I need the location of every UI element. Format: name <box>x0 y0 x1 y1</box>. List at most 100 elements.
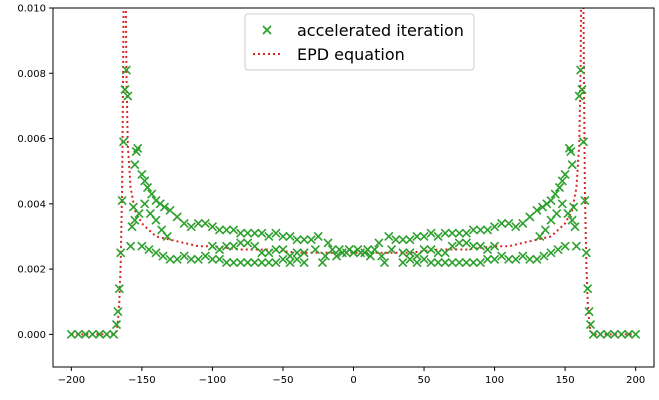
scatter-point <box>250 257 260 268</box>
scatter-point <box>405 235 415 245</box>
scatter-point <box>584 306 594 317</box>
scatter-point <box>447 228 457 238</box>
scatter-point <box>631 329 641 339</box>
scatter-point <box>384 231 394 242</box>
scatter-point <box>250 228 260 238</box>
scatter-point <box>117 195 127 206</box>
scatter-point <box>398 257 408 268</box>
scatter-point <box>426 257 436 268</box>
y-tick-label: 0.000 <box>17 330 46 341</box>
scatter-point <box>370 244 380 255</box>
scatter-point <box>292 235 302 245</box>
scatter-point <box>271 244 281 255</box>
scatter-point <box>327 244 337 255</box>
scatter-point <box>87 329 98 339</box>
scatter-point <box>588 329 598 339</box>
scatter-point <box>518 218 528 228</box>
scatter-point <box>236 238 246 248</box>
scatter-point <box>158 251 168 261</box>
y-tick-label: 0.008 <box>17 69 46 80</box>
scatter-point <box>490 222 500 232</box>
scatter-point <box>278 254 288 264</box>
scatter-point <box>412 251 422 261</box>
scatter-point <box>137 169 147 180</box>
scatter-point <box>179 251 189 261</box>
scatter-point <box>186 254 196 264</box>
scatter-point <box>532 205 542 215</box>
scatter-point <box>243 257 253 268</box>
legend-box <box>244 13 475 71</box>
scatter-point <box>552 209 562 219</box>
scatter-point <box>405 248 415 258</box>
scatter-point <box>186 222 196 232</box>
scatter-point <box>264 231 274 242</box>
scatter-point <box>221 257 232 268</box>
scatter-point <box>365 251 375 261</box>
scatter-point <box>454 238 464 248</box>
scatter-point <box>447 257 457 268</box>
scatter-point <box>172 254 182 264</box>
scatter-point <box>550 189 560 199</box>
scatter-point <box>207 222 217 232</box>
scatter-point <box>497 218 507 228</box>
scatter-point <box>387 244 397 255</box>
scatter-point <box>511 222 521 232</box>
scatter-point <box>207 241 217 251</box>
x-tick-label: −200 <box>58 375 85 386</box>
x-tick-label: 150 <box>556 375 575 386</box>
scatter-point <box>419 254 429 264</box>
scatter-point <box>447 241 457 251</box>
scatter-point <box>426 244 436 255</box>
scatter-point <box>137 241 147 251</box>
scatter-point <box>440 257 450 268</box>
scatter-point <box>214 254 225 264</box>
scatter-point <box>602 329 613 339</box>
scatter-point <box>609 329 620 339</box>
scatter-point <box>557 176 567 186</box>
scatter-point <box>250 241 260 251</box>
scatter-point <box>454 257 464 268</box>
scatter-point <box>140 199 150 209</box>
x-axis: −200 −150 −100 −50 0 50 100 150 200 <box>58 367 645 386</box>
y-tick-label: 0.010 <box>17 4 46 15</box>
scatter-point <box>560 169 570 180</box>
scatter-point <box>193 218 203 228</box>
scatter-point <box>278 244 288 255</box>
scatter-point <box>243 238 253 248</box>
scatter-point <box>571 241 581 251</box>
scatter-point <box>130 160 140 170</box>
scatter-point <box>134 209 144 219</box>
x-tick-label: 200 <box>626 375 645 386</box>
scatter-point <box>317 257 328 268</box>
scatter-point <box>475 241 486 251</box>
scatter-point <box>236 257 246 268</box>
scatter-point <box>292 248 302 258</box>
scatter-point <box>257 257 267 268</box>
scatter-point <box>320 251 330 261</box>
legend-marker-x-icon <box>262 25 272 35</box>
x-tick-label: 50 <box>418 375 431 386</box>
scatter-point <box>566 147 576 157</box>
scatter-point <box>419 231 429 242</box>
scatter-point <box>80 329 91 339</box>
scatter-point <box>475 225 486 235</box>
scatter-point <box>264 257 274 268</box>
scatter-point <box>179 218 189 228</box>
scatter-point <box>165 205 175 215</box>
scatter-point <box>66 329 76 339</box>
scatter-point <box>207 254 217 264</box>
scatter-point <box>285 257 295 268</box>
scatter-point <box>73 329 83 339</box>
scatter-point <box>285 251 295 261</box>
scatter-point <box>114 284 124 294</box>
scatter-point <box>363 244 373 255</box>
scatter-point <box>504 254 514 264</box>
scatter-point <box>504 218 514 228</box>
scatter-point <box>433 248 443 258</box>
scatter-point <box>570 222 580 232</box>
scatter-point <box>278 231 288 242</box>
scatter-point <box>147 189 157 199</box>
scatter-point <box>580 195 590 206</box>
scatter-point <box>142 182 153 193</box>
y-tick-label: 0.004 <box>17 199 46 210</box>
